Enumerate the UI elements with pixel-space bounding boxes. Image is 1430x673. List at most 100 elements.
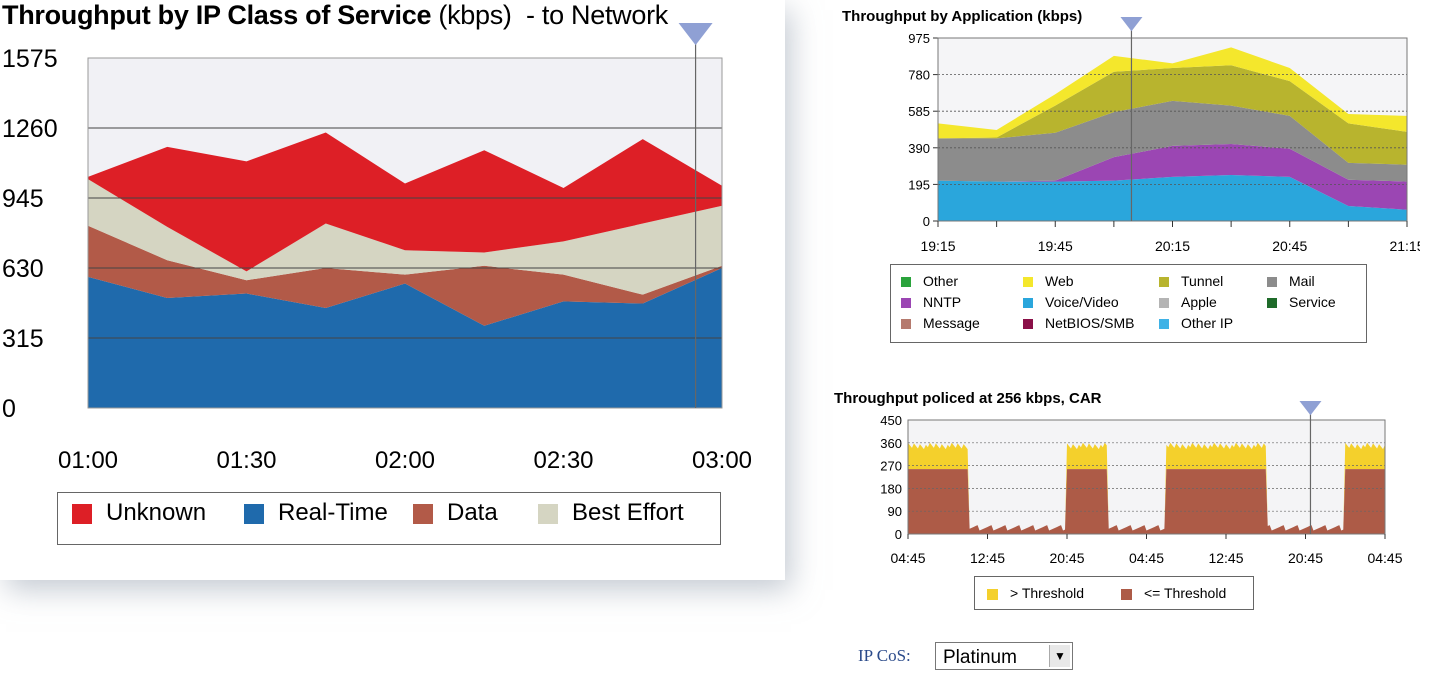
legend-label: > Threshold [1010,585,1085,601]
y-tick-label: 1260 [2,115,58,143]
cos-title-bold: Throughput by IP Class of Service [2,0,432,30]
time-marker-triangle-icon [1120,17,1143,32]
series-unknown-area [88,132,722,272]
legend-label: Service [1289,294,1336,310]
legend-label: Unknown [106,499,207,526]
cos-area-chart: 0 315 630 945 1260 1575 01:00 01:30 02:00 02:30 03… [2,23,752,474]
x-tick-label: 04:45 [1367,550,1402,566]
x-tick-label: 03:00 [692,447,752,474]
legend-label: <= Threshold [1144,585,1227,601]
legend-swatch [901,277,911,288]
series-best-effort-area [88,179,722,295]
series-nntp-area [938,144,1407,210]
legend-swatch [1023,319,1033,330]
x-tick-label: 20:45 [1272,238,1307,254]
y-tick-label: 90 [888,504,902,519]
car-chart-title: Throughput policed at 256 kbps, CAR [834,390,1102,407]
series-voice-video-area [938,175,1407,221]
app-legend: Other Web Tunnel Mail NNTP Voice/Video Apple Se… [890,264,1367,343]
legend-item-other: Other [901,273,958,289]
legend-swatch [72,503,92,524]
cos-title-suffix: - to Network [526,0,668,30]
legend-item-web: Web [1023,273,1074,289]
x-tick-label: 12:45 [1208,550,1243,566]
legend-swatch [413,503,433,524]
x-tick-label: 12:45 [970,550,1005,566]
legend-swatch [987,588,998,600]
car-legend: > Threshold <= Threshold [974,576,1254,610]
series-mail-area [938,100,1407,182]
legend-label: Data [447,499,498,526]
legend-swatch [1023,277,1033,288]
legend-swatch [1267,298,1277,309]
cos-chart-title: Throughput by IP Class of Service (kbps)… [2,0,668,31]
y-tick-label: 180 [880,481,902,496]
legend-label: Voice/Video [1045,294,1119,310]
y-tick-label: 780 [908,68,930,83]
legend-label: Other IP [1181,315,1234,331]
ip-cos-select[interactable]: Platinum ▼ [935,642,1073,670]
y-tick-label: 0 [2,395,16,423]
app-area-chart: 0 195 390 585 780 975 19:15 19:45 20:15 20:45 21:1… [908,17,1420,254]
legend-item-threshold: <= Threshold [1121,585,1226,601]
legend-item-nntp: NNTP [901,294,961,310]
legend-swatch [538,503,558,524]
above-threshold-area [908,442,1385,531]
x-tick-label: 19:45 [1038,238,1073,254]
y-tick-label: 360 [880,436,902,451]
x-tick-label: 20:45 [1049,550,1084,566]
legend-item-other-ip: Other IP [1159,315,1233,331]
app-chart-title: Throughput by Application (kbps) [842,8,1083,25]
legend-label: Apple [1181,294,1217,310]
time-marker-triangle-icon [678,23,713,46]
legend-label: Message [923,315,980,331]
y-tick-label: 195 [908,177,930,192]
legend-label: Other [923,273,959,289]
legend-swatch [1023,298,1033,309]
legend-item-service: Service [1267,294,1336,310]
legend-item-unknown: Unknown [72,499,206,527]
x-tick-label: 02:00 [375,447,435,474]
legend-swatch [1121,588,1132,600]
legend-label: Web [1045,273,1074,289]
y-tick-label: 390 [908,141,930,156]
x-tick-label: 04:45 [890,550,925,566]
x-tick-label: 01:00 [58,447,118,474]
triangle-down-icon[interactable]: ▼ [1049,645,1070,667]
x-tick-label: 02:30 [533,447,593,474]
ip-cos-label: IP CoS: [858,646,911,665]
y-tick-label: 975 [908,31,930,46]
legend-item-netbios-smb: NetBIOS/SMB [1023,315,1134,331]
legend-swatch [244,503,264,524]
y-tick-label: 585 [908,104,930,119]
legend-label: Best Effort [572,499,684,526]
ip-cos-value: Platinum [943,647,1017,668]
plot-background [908,420,1385,534]
y-tick-label: 0 [923,214,930,229]
legend-swatch [1159,277,1169,288]
legend-swatch [1267,277,1277,288]
plot-frame [87,57,723,409]
legend-item-real-time: Real-Time [244,499,388,527]
series-tunnel-area [938,65,1407,165]
legend-item-apple: Apple [1159,294,1217,310]
y-tick-label: 315 [2,325,44,353]
legend-swatch [901,319,911,330]
y-tick-label: 270 [880,459,902,474]
y-tick-label: 630 [2,255,44,283]
y-tick-label: 0 [895,527,902,542]
cos-title-units: (kbps) [438,0,512,30]
y-tick-label: 1575 [2,45,58,73]
x-tick-label: 20:45 [1288,550,1323,566]
x-tick-label: 04:45 [1129,550,1164,566]
legend-label: NNTP [923,294,962,310]
series-web-area [938,47,1407,139]
legend-swatch [1159,298,1169,309]
time-marker-triangle-icon [1299,401,1322,416]
legend-swatch [1159,319,1169,330]
legend-label: NetBIOS/SMB [1045,315,1135,331]
legend-item-threshold: > Threshold [987,585,1084,601]
x-tick-label: 21:15 [1389,238,1420,254]
x-tick-label: 19:15 [920,238,955,254]
legend-item-best-effort: Best Effort [538,499,684,527]
